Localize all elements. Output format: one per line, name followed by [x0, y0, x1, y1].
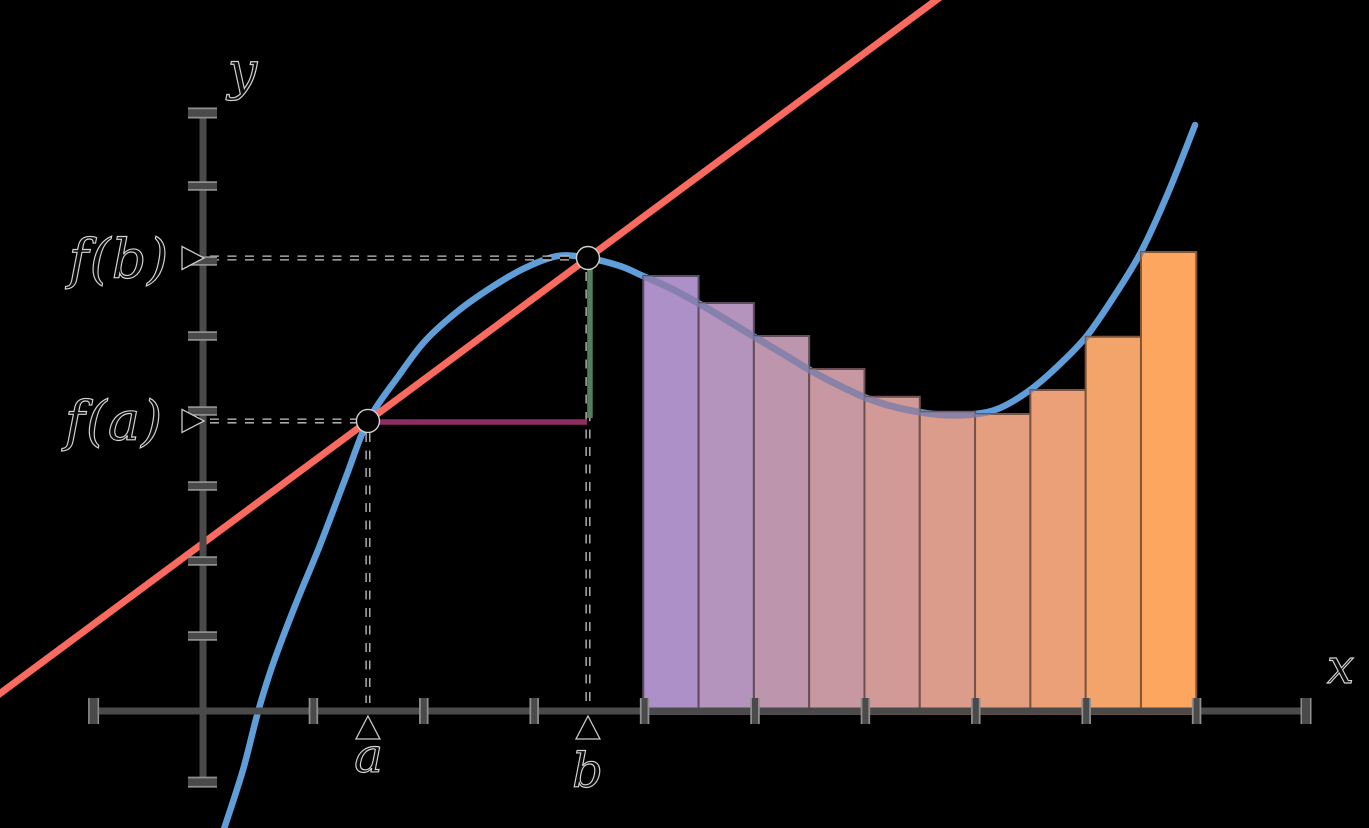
- riemann-rect-9: [1084, 335, 1142, 715]
- riemann-rect-1: [642, 275, 700, 715]
- riemann-rect-3: [752, 335, 811, 715]
- riemann-rect-7: [974, 413, 1032, 715]
- x-marker-triangle-b: [574, 714, 602, 740]
- riemann-rect-8: [1029, 389, 1087, 715]
- value-label-f-of-a: f(a): [61, 390, 163, 453]
- riemann-rect-6: [918, 410, 977, 715]
- point-dot-b: [575, 245, 601, 271]
- riemann-rect-2: [697, 302, 755, 715]
- axis-label-x: x: [1327, 639, 1355, 695]
- value-label-f-of-b: f(b): [65, 228, 170, 291]
- riemann-rect-5: [863, 395, 921, 715]
- riemann-rectangles: [642, 251, 1198, 715]
- point-label-b: b: [572, 743, 604, 799]
- axis-label-y: y: [226, 42, 258, 102]
- riemann-rect-4: [808, 368, 866, 715]
- point-label-a: a: [354, 728, 384, 784]
- riemann-rect-10: [1139, 251, 1198, 715]
- axes: [88, 107, 1312, 788]
- x-marker-triangle-a: [354, 714, 382, 740]
- secant-line: [0, 0, 943, 698]
- y-marker-arrow-f_b: [181, 245, 206, 271]
- point-dot-a: [355, 408, 381, 434]
- y-marker-arrow-f_a: [181, 408, 206, 434]
